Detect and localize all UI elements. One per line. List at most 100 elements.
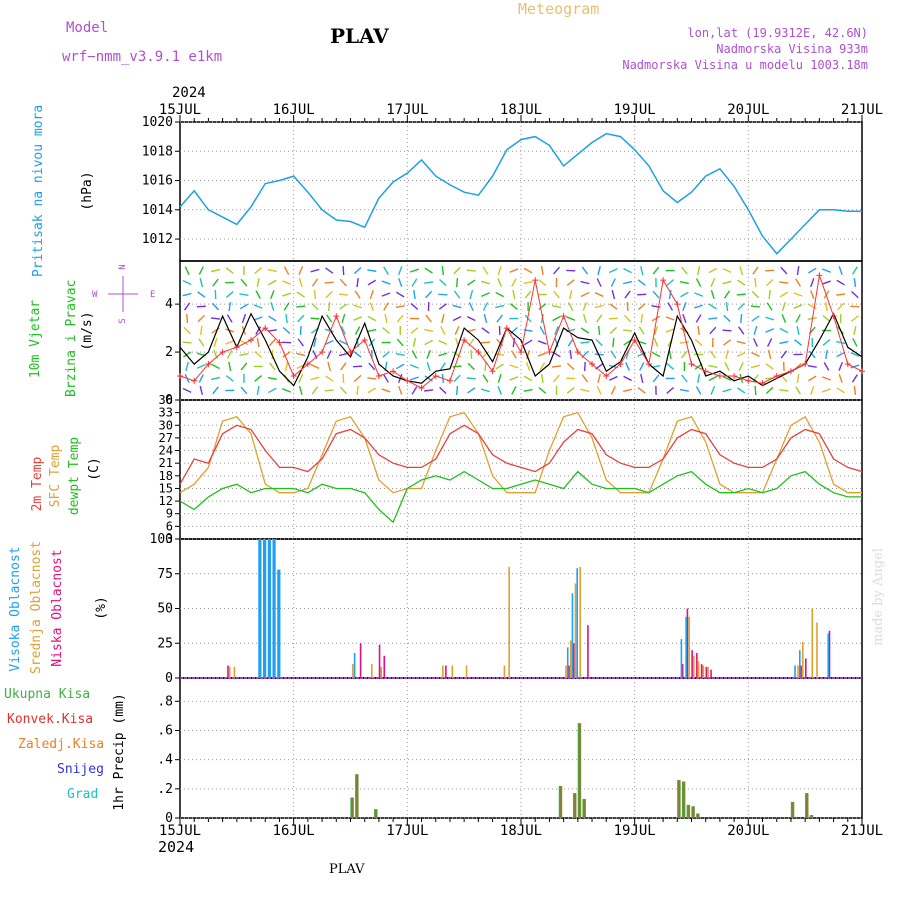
wind-arrow <box>196 305 206 308</box>
wind-arrow <box>383 302 389 311</box>
wind-arrow <box>267 269 277 273</box>
wind-arrow <box>356 385 359 395</box>
wind-arrow <box>596 278 602 287</box>
x-tick-label-top: 17JUL <box>386 102 428 118</box>
cloud-bar-low <box>568 665 570 678</box>
wind-arrow <box>736 351 746 358</box>
wind-arrow <box>523 388 533 392</box>
wind-arrow <box>765 278 774 287</box>
wind-arrow <box>739 266 744 276</box>
wind-arrow <box>610 278 616 287</box>
wind-arrow <box>255 326 262 335</box>
wind-arrow <box>239 352 249 356</box>
wind-arrow <box>781 302 786 312</box>
altitude-label: Nadmorska Visina 933m <box>716 42 868 56</box>
wind-arrow <box>453 266 461 275</box>
wind-arrow <box>638 326 645 335</box>
cloud-bar-low <box>445 665 447 678</box>
wind-arrow <box>425 290 433 299</box>
wind-arrow <box>225 267 234 274</box>
wind-arrow <box>509 364 519 369</box>
wind-arrow <box>495 291 505 298</box>
wind-arrow <box>566 279 575 286</box>
lonlat-label: lon,lat (19.9312E, 42.6N) <box>687 26 868 40</box>
wind-arrow <box>554 337 559 347</box>
wind-arrow <box>750 305 760 308</box>
wind-arrow <box>382 351 390 358</box>
wind-arrow <box>767 349 772 360</box>
wind-arrow <box>225 375 234 382</box>
wind-arrow <box>453 290 461 299</box>
x-tick-label-bottom: 16JUL <box>273 823 315 839</box>
cloud-bar-low <box>705 666 708 678</box>
wind-arrow <box>367 279 377 286</box>
wind-arrow <box>626 302 629 312</box>
wind-arrow <box>581 266 589 275</box>
wind-arrow <box>298 278 303 288</box>
cloud-bar-high <box>685 616 687 678</box>
cloud-bar-mid <box>688 616 690 678</box>
cloud-bar-mid <box>797 665 799 678</box>
wind-arrow <box>612 337 615 348</box>
wind-arrow <box>483 313 488 324</box>
wind-arrow <box>766 302 773 311</box>
wind-arrow <box>341 314 346 324</box>
wind-arrow <box>765 328 775 333</box>
wind-arrow <box>467 362 475 371</box>
wind-arrow <box>367 328 377 333</box>
wind-arrow <box>666 363 675 370</box>
wind-arrow <box>779 281 789 284</box>
wind-arrow <box>283 266 290 275</box>
x-tick-label-top: 16JUL <box>273 102 315 118</box>
wind-arrow <box>353 316 363 321</box>
wind-arrow <box>424 328 434 333</box>
wind-arrow <box>539 326 546 335</box>
cloud-bar-high <box>353 652 356 678</box>
wind-arrow <box>523 267 533 274</box>
wind-arrow <box>694 304 704 309</box>
wind-arrow <box>325 290 333 299</box>
temp-2m-line <box>179 424 863 485</box>
wind-arrow <box>695 278 702 287</box>
wind-arrow <box>353 304 363 309</box>
wind-arrow <box>338 293 348 296</box>
wind-arrow <box>200 325 203 336</box>
wind-arrow <box>310 363 320 369</box>
cloud-bar-mid <box>233 666 236 678</box>
wind-arrow <box>326 350 332 359</box>
wind-arrow <box>623 375 632 382</box>
wind-arrow <box>197 291 206 298</box>
wind-arrow <box>426 361 431 371</box>
wind-arrow <box>609 326 618 335</box>
wind-arrow <box>597 373 601 383</box>
wind-arrow <box>679 281 689 285</box>
cloud-bar-low <box>572 643 575 678</box>
cloud-bar-low <box>828 630 831 678</box>
wind-arrow <box>339 339 348 346</box>
wind-arrow <box>665 316 675 321</box>
wind-arrow <box>441 313 445 324</box>
wind-arrow <box>697 325 700 336</box>
wind-arrow <box>807 365 817 368</box>
cloud-bar-high <box>798 650 801 678</box>
y-tick-label: 75 <box>157 567 173 582</box>
wind-arrow <box>311 386 319 395</box>
compass-w: W <box>92 290 98 300</box>
x-tick-label-bottom: 19JUL <box>614 823 656 839</box>
cloud-bar-high <box>566 647 569 678</box>
precip-bar-conv <box>806 793 809 818</box>
wind-arrow <box>369 290 374 300</box>
wind-arrow <box>850 352 860 357</box>
wind-arrow <box>708 375 718 382</box>
wind-arrow <box>228 301 232 312</box>
y-tick-label: .8 <box>157 694 173 709</box>
precip-legend-total: Ukupna Kisa <box>4 687 91 702</box>
wind-arrow <box>710 278 716 287</box>
wind-arrow <box>497 385 503 395</box>
wind-arrow <box>825 301 828 312</box>
wind-arrow <box>724 362 730 371</box>
wind-arrow <box>395 363 405 370</box>
wind-arrow <box>610 386 616 395</box>
wind-arrow <box>566 387 575 394</box>
